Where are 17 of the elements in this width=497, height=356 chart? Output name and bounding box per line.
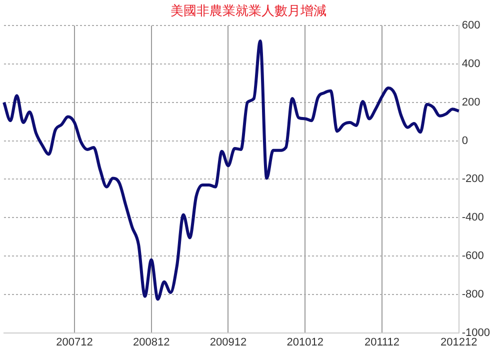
y-tick-label: -800	[462, 288, 484, 300]
chart-title: 美國非農業就業人數月增減	[170, 3, 326, 20]
y-tick-label: -400	[462, 212, 484, 224]
y-tick-label: -200	[462, 173, 484, 186]
y-tick-label: 400	[462, 58, 480, 70]
x-tick-label: 201012	[286, 336, 324, 348]
x-tick-label: 200712	[56, 336, 93, 348]
line-series	[2, 39, 460, 301]
x-tick-label: 201212	[440, 336, 478, 348]
y-tick-label: 600	[462, 20, 480, 32]
y-tick-label: -600	[462, 250, 484, 262]
x-tick-label: 201112	[364, 336, 400, 348]
y-tick-label: 200	[462, 96, 480, 108]
y-tick-label: -1000	[462, 326, 490, 339]
x-tick-label: 200812	[132, 336, 170, 348]
y-tick-label: 0	[462, 134, 468, 147]
x-tick-label: 200912	[210, 336, 247, 348]
